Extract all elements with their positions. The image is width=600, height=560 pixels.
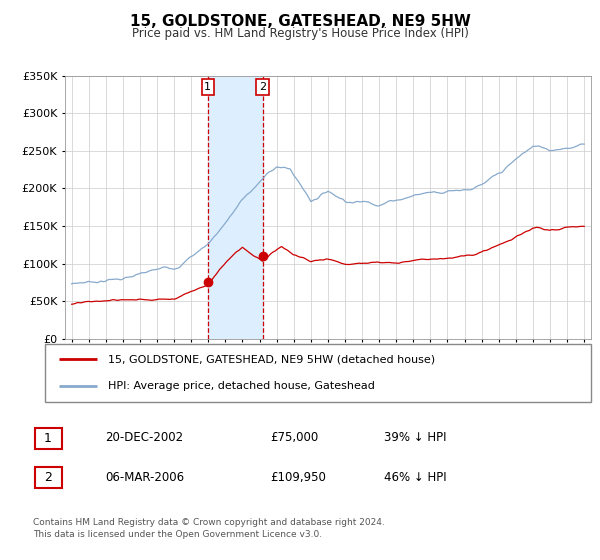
Text: 46% ↓ HPI: 46% ↓ HPI — [384, 470, 446, 484]
Bar — [208, 76, 263, 339]
Text: 20-DEC-2002: 20-DEC-2002 — [105, 431, 183, 445]
Text: 1: 1 — [204, 82, 211, 92]
Text: Contains HM Land Registry data © Crown copyright and database right 2024.: Contains HM Land Registry data © Crown c… — [33, 518, 385, 527]
Text: 2: 2 — [259, 82, 266, 92]
Text: £75,000: £75,000 — [270, 431, 318, 445]
Text: This data is licensed under the Open Government Licence v3.0.: This data is licensed under the Open Gov… — [33, 530, 322, 539]
Text: 39% ↓ HPI: 39% ↓ HPI — [384, 431, 446, 445]
Text: 1: 1 — [44, 432, 52, 445]
Text: 06-MAR-2006: 06-MAR-2006 — [105, 470, 184, 484]
Text: 15, GOLDSTONE, GATESHEAD, NE9 5HW: 15, GOLDSTONE, GATESHEAD, NE9 5HW — [130, 14, 470, 29]
Text: HPI: Average price, detached house, Gateshead: HPI: Average price, detached house, Gate… — [108, 381, 374, 391]
Text: 2: 2 — [44, 471, 52, 484]
Text: 15, GOLDSTONE, GATESHEAD, NE9 5HW (detached house): 15, GOLDSTONE, GATESHEAD, NE9 5HW (detac… — [108, 354, 435, 365]
Text: £109,950: £109,950 — [270, 470, 326, 484]
Text: Price paid vs. HM Land Registry's House Price Index (HPI): Price paid vs. HM Land Registry's House … — [131, 27, 469, 40]
